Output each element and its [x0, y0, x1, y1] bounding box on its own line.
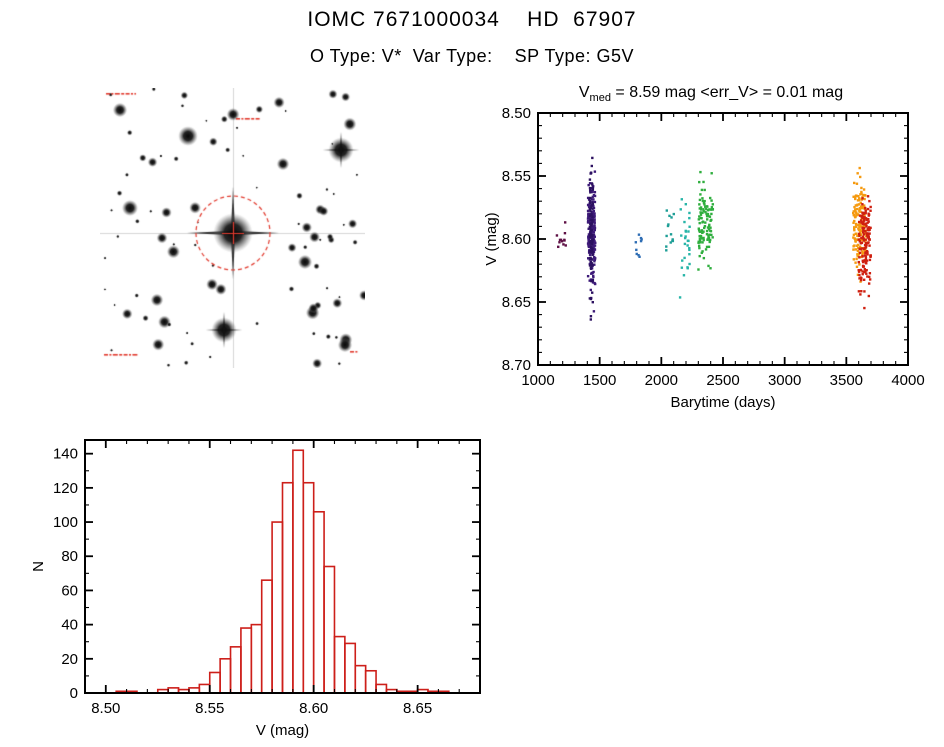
- svg-text:140: 140: [53, 446, 78, 463]
- svg-text:80: 80: [61, 548, 78, 565]
- svg-text:V (mag): V (mag): [483, 212, 500, 265]
- svg-text:100: 100: [53, 514, 78, 531]
- finding-chart-canvas: [100, 88, 365, 368]
- svg-text:N: N: [30, 561, 47, 572]
- svg-text:V (mag): V (mag): [256, 722, 309, 739]
- svg-text:40: 40: [61, 617, 78, 634]
- svg-text:60: 60: [61, 582, 78, 599]
- svg-text:8.50: 8.50: [502, 105, 531, 122]
- svg-text:8.65: 8.65: [502, 294, 531, 311]
- svg-text:3500: 3500: [830, 372, 863, 389]
- histogram-plot: 8.50 8.55 8.60 8.65 0 20 40 60 80 100 120 140 V (mag…: [30, 439, 481, 739]
- svg-text:1000: 1000: [521, 372, 554, 389]
- lightcurve-title: Vmed = 8.59 mag <err_V> = 0.01 mag: [488, 84, 934, 104]
- svg-text:20: 20: [61, 651, 78, 668]
- svg-text:1500: 1500: [583, 372, 616, 389]
- svg-text:8.60: 8.60: [299, 700, 328, 717]
- svg-text:8.60: 8.60: [502, 231, 531, 248]
- svg-text:8.55: 8.55: [502, 168, 531, 185]
- page-subtitle: O Type: V* Var Type: SP Type: G5V: [310, 46, 634, 66]
- svg-text:4000: 4000: [891, 372, 924, 389]
- svg-text:0: 0: [70, 685, 78, 702]
- lightcurve-title-prefix: V: [578, 84, 590, 101]
- lightcurve-title-rest: = 8.59 mag <err_V> = 0.01 mag: [610, 84, 844, 101]
- svg-text:2000: 2000: [645, 372, 678, 389]
- svg-text:3000: 3000: [768, 372, 801, 389]
- lightcurve-plot: 1000 1500 2000 2500 3000 3500 4000 8.50 8.55 8.60…: [483, 105, 925, 411]
- svg-text:8.50: 8.50: [91, 700, 120, 717]
- page-title: IOMC 7671000034 HD 67907: [307, 8, 637, 31]
- svg-text:8.65: 8.65: [403, 700, 432, 717]
- svg-text:Barytime (days): Barytime (days): [670, 394, 775, 411]
- svg-text:8.70: 8.70: [502, 357, 531, 374]
- lightcurve-title-subscript: med: [589, 92, 611, 105]
- svg-text:120: 120: [53, 480, 78, 497]
- svg-text:8.55: 8.55: [195, 700, 224, 717]
- svg-text:2500: 2500: [706, 372, 739, 389]
